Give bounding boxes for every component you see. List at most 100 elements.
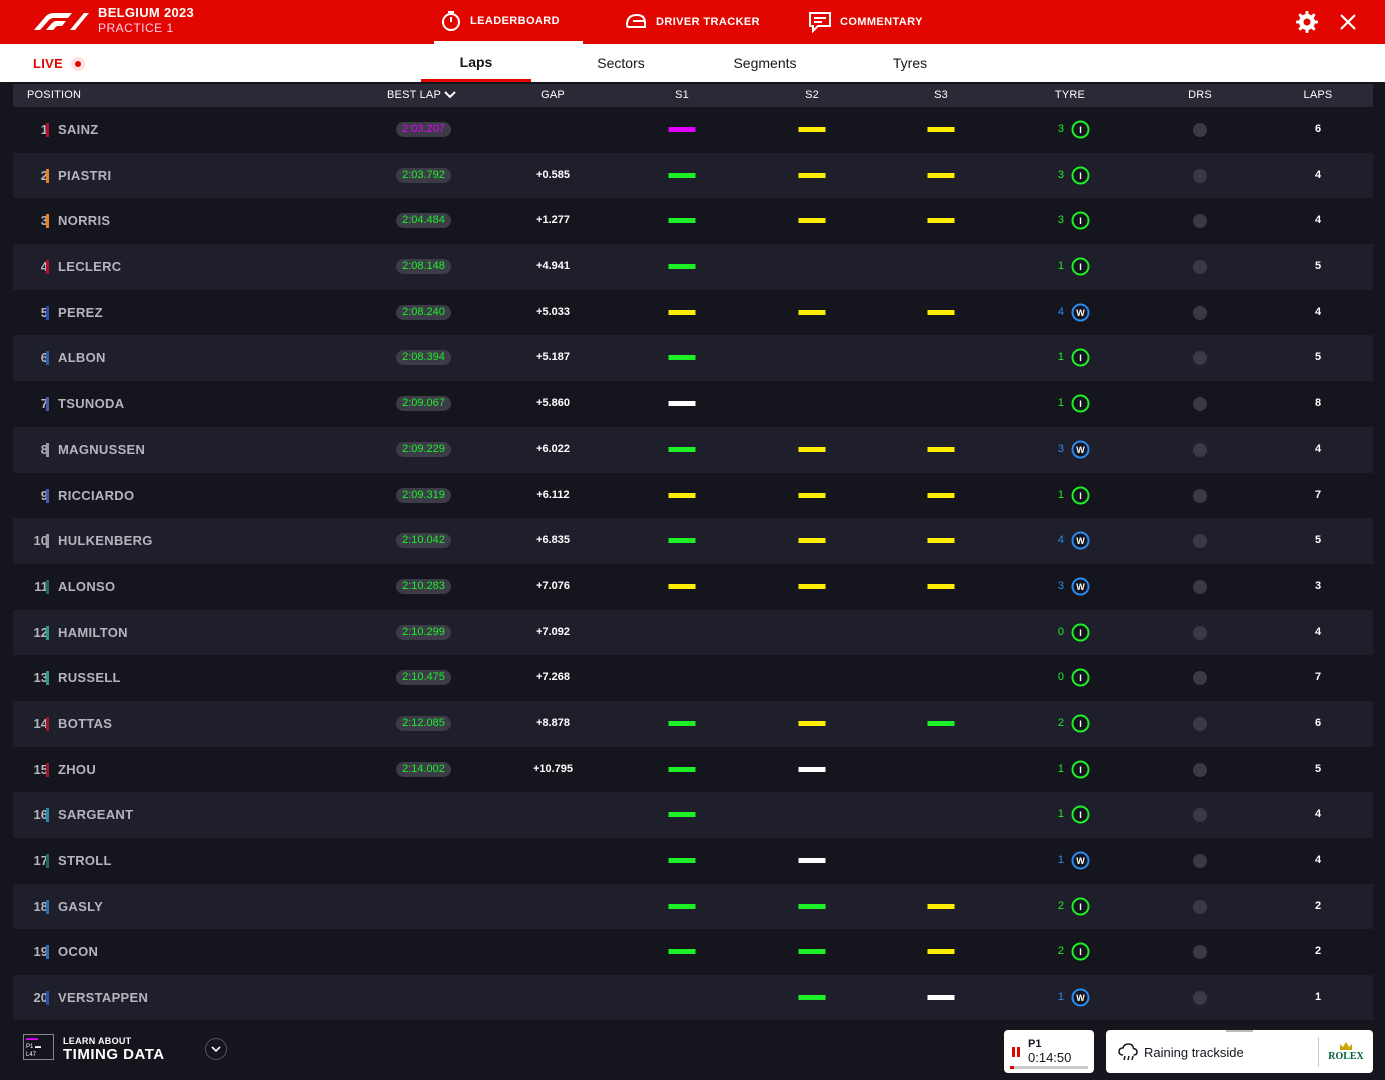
tyre-compound-icon: W	[1071, 851, 1090, 870]
tyre-compound-letter: I	[1079, 947, 1082, 957]
nav-driver-tracker[interactable]: DRIVER TRACKER	[624, 0, 760, 44]
table-row[interactable]: 14 BOTTAS 2:12.085 +8.878 2 I 6	[13, 700, 1373, 747]
col-tyre[interactable]: TYRE	[1054, 89, 1086, 101]
gap-value: +7.268	[536, 671, 570, 684]
team-color-bar	[46, 854, 49, 868]
sector-s1-indicator	[668, 401, 696, 407]
helmet-icon	[625, 13, 646, 28]
table-row[interactable]: 13 RUSSELL 2:10.475 +7.268 0 I 7	[13, 655, 1373, 701]
col-drs[interactable]: DRS	[1188, 89, 1212, 101]
team-color-bar	[46, 808, 49, 823]
table-row[interactable]: 11 ALONSO 2:10.283 +7.076 3 W 3	[13, 563, 1373, 610]
driver-name: SAINZ	[58, 122, 99, 137]
col-s1[interactable]: S1	[675, 89, 689, 101]
team-color-bar	[46, 351, 49, 366]
driver-name: SARGEANT	[58, 807, 134, 823]
weather-widget[interactable]: Raining trackside ROLEX	[1106, 1030, 1373, 1073]
table-row[interactable]: 19 OCON 2 I 2	[13, 929, 1373, 976]
sector-s1-indicator	[668, 446, 696, 452]
sector-s3-indicator	[927, 949, 955, 955]
tyre-compound-letter: I	[1079, 262, 1082, 272]
gap-value: +1.277	[536, 214, 570, 227]
close-icon[interactable]	[1336, 10, 1360, 34]
f1-logo	[34, 13, 89, 30]
team-color-bar	[46, 945, 49, 960]
tyre-compound-icon: W	[1071, 440, 1090, 459]
tyre-compound-icon: I	[1071, 897, 1090, 916]
table-row[interactable]: 18 GASLY 2 I 2	[13, 883, 1373, 930]
tab-segments[interactable]: Segments	[733, 55, 797, 71]
col-gap[interactable]: GAP	[541, 89, 565, 101]
laps-count: 5	[1314, 534, 1322, 547]
sector-s2-indicator	[798, 172, 826, 178]
col-s3[interactable]: S3	[934, 89, 948, 101]
table-row[interactable]: 5 PEREZ 2:08.240 +5.033 4 W 4	[13, 289, 1373, 336]
table-row[interactable]: 15 ZHOU 2:14.002 +10.795 1 I 5	[13, 746, 1373, 793]
col-s2[interactable]: S2	[805, 89, 819, 101]
best-lap-time: 2:03.207	[396, 122, 451, 137]
tyre-compound-letter: I	[1079, 171, 1082, 181]
col-laps[interactable]: LAPS	[1303, 89, 1333, 101]
nav-commentary[interactable]: COMMENTARY	[808, 0, 923, 44]
tyre-age: 1	[1057, 991, 1064, 1004]
tyre-compound-icon: I	[1071, 623, 1090, 642]
live-indicator: LIVE	[33, 56, 86, 71]
gap-value: +5.033	[536, 305, 570, 318]
best-lap-time: 2:08.148	[396, 259, 451, 275]
chevron-down-icon	[211, 1046, 221, 1053]
tyre-compound-icon: W	[1071, 531, 1090, 550]
expand-button[interactable]	[205, 1038, 227, 1060]
table-row[interactable]: 12 HAMILTON 2:10.299 +7.092 0 I 4	[13, 609, 1373, 656]
table-row[interactable]: 3 NORRIS 2:04.484 +1.277 3 I 4	[13, 198, 1373, 245]
tyre-age: 3	[1057, 123, 1064, 135]
col-position[interactable]: POSITION	[27, 89, 82, 101]
table-row[interactable]: 8 MAGNUSSEN 2:09.229 +6.022 3 W 4	[13, 426, 1373, 473]
driver-name: LECLERC	[58, 259, 122, 275]
tyre-compound-icon: W	[1071, 988, 1090, 1007]
team-color-bar	[46, 579, 49, 594]
team-color-bar	[46, 899, 49, 914]
sub-nav-bar: LIVE Laps Sectors Segments Tyres	[0, 44, 1385, 82]
table-row[interactable]: 20 VERSTAPPEN 1 W 1	[13, 975, 1373, 1021]
table-row[interactable]: 17 STROLL 1 W 4	[13, 838, 1373, 884]
sector-s1-indicator	[668, 766, 696, 772]
learn-timing-data-link[interactable]: LEARN ABOUT TIMING DATA	[63, 1036, 165, 1063]
table-row[interactable]: 9 RICCIARDO 2:09.319 +6.112 1 I 7	[13, 472, 1373, 519]
best-lap-time: 2:10.299	[396, 624, 451, 640]
team-color-bar	[46, 214, 49, 229]
table-row[interactable]: 2 PIASTRI 2:03.792 +0.585 3 I 4	[13, 152, 1373, 199]
position-number: 20	[33, 990, 48, 1006]
tyre-age: 4	[1057, 305, 1064, 318]
position-number: 17	[33, 853, 48, 868]
laps-count: 4	[1314, 625, 1322, 638]
driver-name: TSUNODA	[58, 396, 125, 412]
table-row[interactable]: 16 SARGEANT 1 I 4	[13, 792, 1373, 838]
tyre-age: 1	[1057, 397, 1064, 410]
sector-s1-indicator	[668, 264, 696, 270]
best-lap-time: 2:10.283	[396, 578, 451, 594]
driver-name: ZHOU	[58, 761, 97, 777]
nav-leaderboard[interactable]: LEADERBOARD	[434, 0, 583, 44]
sector-s2-indicator	[798, 995, 826, 1001]
table-row[interactable]: 4 LECLERC 2:08.148 +4.941 1 I 5	[13, 244, 1373, 290]
live-label: LIVE	[33, 56, 64, 71]
tyre-compound-letter: W	[1076, 308, 1085, 318]
table-row[interactable]: 6 ALBON 2:08.394 +5.187 1 I 5	[13, 335, 1373, 382]
driver-name: RUSSELL	[58, 670, 121, 686]
col-best-lap[interactable]: BEST LAP	[387, 89, 456, 101]
tab-tyres[interactable]: Tyres	[892, 55, 928, 71]
tab-laps[interactable]: Laps	[421, 44, 531, 82]
tyre-compound-icon: I	[1071, 394, 1090, 413]
tab-sectors[interactable]: Sectors	[597, 55, 645, 71]
tyre-compound-icon: I	[1071, 257, 1090, 276]
table-row[interactable]: 7 TSUNODA 2:09.067 +5.860 1 I 8	[13, 381, 1373, 427]
team-color-bar	[46, 168, 49, 183]
tyre-compound-icon: I	[1071, 714, 1090, 733]
gear-icon[interactable]	[1295, 10, 1319, 34]
position-number: 6	[40, 350, 48, 366]
table-row[interactable]: 10 HULKENBERG 2:10.042 +6.835 4 W 5	[13, 518, 1373, 564]
laps-count: 5	[1314, 762, 1322, 775]
table-row[interactable]: 1 SAINZ 2:03.207 3 I 6	[13, 107, 1373, 153]
driver-name: MAGNUSSEN	[58, 441, 146, 457]
pause-icon	[1012, 1047, 1020, 1057]
